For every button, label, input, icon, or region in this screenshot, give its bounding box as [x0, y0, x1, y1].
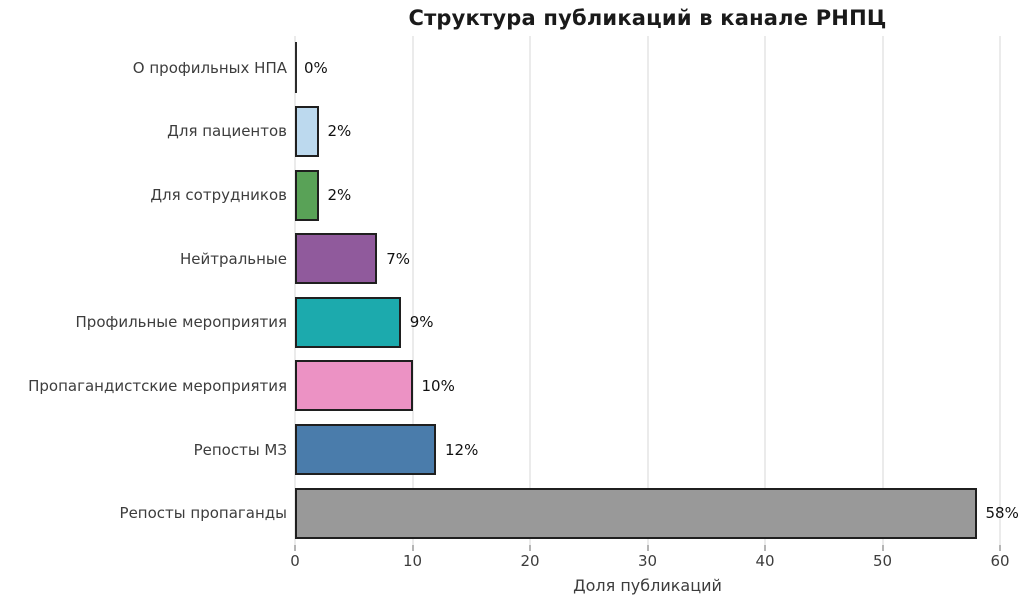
value-label-1: 2% [327, 122, 352, 141]
value-label-4: 9% [409, 313, 434, 332]
x-tick-label-20: 20 [520, 552, 540, 570]
gridline-x-60 [999, 36, 1001, 545]
x-tick-mark-40 [764, 545, 766, 551]
bar-3 [295, 233, 378, 285]
value-label-2: 2% [327, 186, 352, 205]
bar-1 [295, 105, 319, 157]
x-tick-mark-10 [411, 545, 414, 551]
x-tick-label-0: 0 [290, 552, 300, 570]
bar-6 [295, 424, 436, 475]
category-label-3: Нейтральные [179, 249, 287, 268]
gridline-x-20 [529, 36, 531, 545]
x-tick-mark-20 [529, 545, 531, 551]
x-tick-mark-0 [294, 545, 296, 551]
x-tick-label-30: 30 [637, 552, 658, 570]
gridline-x-40 [764, 36, 766, 545]
bar-2 [295, 169, 319, 221]
category-label-0: О профильных НПА [132, 58, 287, 77]
value-label-7: 58% [985, 504, 1019, 523]
x-tick-label-50: 50 [872, 552, 893, 570]
bar-4 [295, 296, 401, 348]
category-label-1: Для пациентов [167, 122, 287, 141]
gridline-x-30 [646, 36, 649, 545]
x-tick-mark-50 [881, 545, 884, 551]
x-tick-label-10: 10 [402, 552, 423, 570]
category-label-5: Пропагандистские мероприятия [28, 376, 287, 395]
value-label-5: 10% [421, 376, 455, 395]
value-label-3: 7% [386, 249, 411, 268]
x-tick-label-40: 40 [755, 552, 775, 570]
bar-7 [295, 487, 977, 539]
category-label-7: Репосты пропаганды [119, 504, 287, 523]
x-tick-mark-60 [999, 545, 1001, 551]
chart-title: Структура публикаций в канале РНПЦ [408, 6, 887, 30]
value-label-6: 12% [445, 440, 479, 459]
value-label-0: 0% [304, 58, 328, 77]
bar-0 [295, 42, 297, 94]
gridline-x-50 [881, 36, 884, 545]
gridline-x-10 [411, 36, 414, 545]
plot-area: 0% 2% 2% 7% 9% 10% 12% 58% [294, 36, 1019, 545]
x-axis-title: Доля публикаций [573, 576, 722, 595]
category-label-4: Профильные мероприятия [75, 313, 287, 332]
category-label-2: Для сотрудников [150, 186, 287, 205]
x-tick-mark-30 [646, 545, 649, 551]
gridline-x-0 [294, 36, 296, 545]
x-tick-label-60: 60 [990, 552, 1010, 570]
bar-5 [295, 360, 413, 412]
category-label-6: Репосты МЗ [193, 440, 287, 459]
